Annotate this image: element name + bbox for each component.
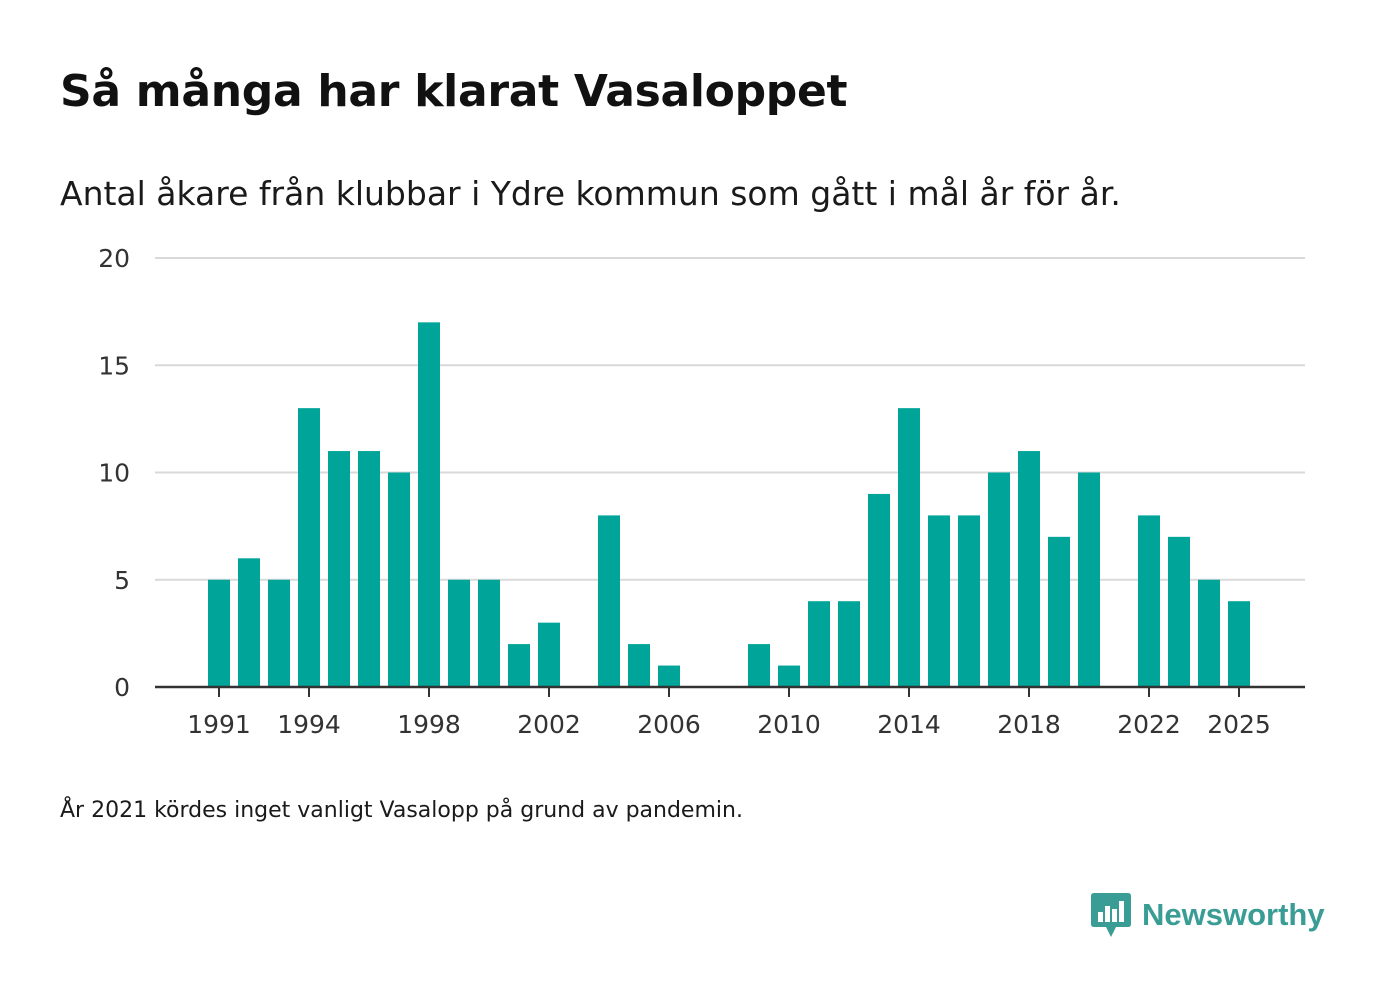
x-axis-ticks: 1991 1994 1998 2002 2006 2010 2014 2018 2022 2025 <box>187 687 1271 739</box>
y-tick-label: 0 <box>114 673 130 702</box>
x-tick-label: 1994 <box>277 710 341 739</box>
x-tick-label: 2010 <box>757 710 821 739</box>
bar-2005 <box>628 644 650 687</box>
bar-2020 <box>1078 472 1100 687</box>
bar-1992 <box>238 558 260 687</box>
bar-2018 <box>1018 451 1040 687</box>
x-tick-label: 2018 <box>997 710 1061 739</box>
chart-title: Så många har klarat Vasaloppet <box>60 66 848 117</box>
y-tick-label: 15 <box>98 351 130 380</box>
x-tick-label: 2002 <box>517 710 581 739</box>
x-tick-label: 1991 <box>187 710 251 739</box>
bar-1997 <box>388 472 410 687</box>
bar-2025 <box>1228 601 1250 687</box>
x-tick-label: 2022 <box>1117 710 1181 739</box>
bar-2024 <box>1198 579 1220 687</box>
y-axis-ticks: 0 5 10 15 20 <box>98 244 130 702</box>
bar-1994 <box>298 408 320 687</box>
brand-logo: Newsworthy <box>1090 890 1325 940</box>
bar-1996 <box>358 451 380 687</box>
bar-2013 <box>868 493 890 687</box>
bar-2014 <box>898 408 920 687</box>
bar-2023 <box>1168 536 1190 687</box>
brand-name: Newsworthy <box>1142 897 1325 932</box>
footnote: År 2021 kördes inget vanligt Vasalopp på… <box>60 798 743 823</box>
newsworthy-logo-icon <box>1091 893 1131 937</box>
bar-chart: 1991 1994 1998 2002 2006 2010 2014 2018 2022 2025… <box>98 244 1305 739</box>
bar-1999 <box>448 579 470 687</box>
bar-2011 <box>808 601 830 687</box>
bars <box>208 322 1250 687</box>
y-tick-label: 10 <box>98 459 130 488</box>
y-tick-label: 5 <box>114 566 130 595</box>
bar-2000 <box>478 579 500 687</box>
bar-2002 <box>538 622 560 687</box>
bar-2010 <box>778 665 800 687</box>
chart-subtitle: Antal åkare från klubbar i Ydre kommun s… <box>60 174 1121 213</box>
bar-2019 <box>1048 536 1070 687</box>
x-tick-label: 2006 <box>637 710 701 739</box>
x-tick-label: 2014 <box>877 710 941 739</box>
bar-1993 <box>268 579 290 687</box>
x-tick-label: 1998 <box>397 710 461 739</box>
bar-2016 <box>958 515 980 687</box>
bar-2001 <box>508 644 530 687</box>
bar-1998 <box>418 322 440 687</box>
y-tick-label: 20 <box>98 244 130 273</box>
bar-2006 <box>658 665 680 687</box>
bar-1995 <box>328 451 350 687</box>
bar-2017 <box>988 472 1010 687</box>
bar-2022 <box>1138 515 1160 687</box>
gridlines <box>155 257 1305 581</box>
bar-2015 <box>928 515 950 687</box>
x-tick-label: 2025 <box>1207 710 1271 739</box>
bar-2012 <box>838 601 860 687</box>
bar-2009 <box>748 644 770 687</box>
bar-1991 <box>208 579 230 687</box>
bar-2004 <box>598 515 620 687</box>
